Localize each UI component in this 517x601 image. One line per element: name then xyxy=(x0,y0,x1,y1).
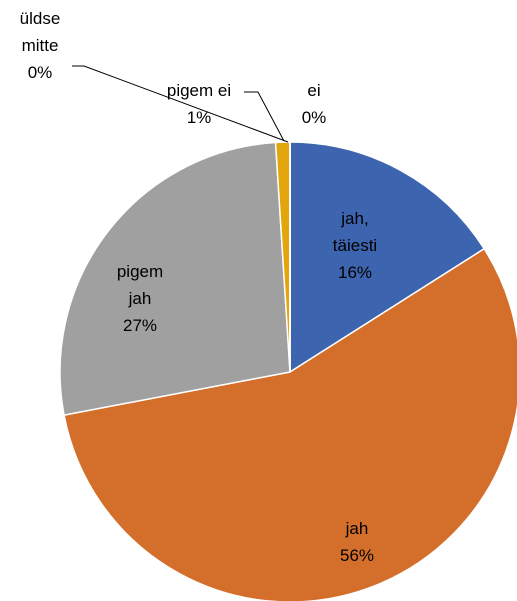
category-name: pigem jah xyxy=(116,262,164,308)
leader-line xyxy=(72,65,289,143)
value-label: 56% xyxy=(339,546,375,565)
pie-slice xyxy=(289,141,486,374)
category-name: üldse mitte xyxy=(19,9,61,55)
pie-slice xyxy=(63,247,517,601)
slice-label: pigem ei 1% xyxy=(154,77,244,131)
leader-line xyxy=(244,91,285,142)
value-label: 0% xyxy=(27,63,53,82)
slice-label: jah, täiesti 16% xyxy=(320,205,390,286)
category-name: pigem ei xyxy=(166,81,232,100)
pie-slice xyxy=(59,141,291,416)
slice-label: üldse mitte 0% xyxy=(10,5,70,86)
value-label: 1% xyxy=(186,108,212,127)
slice-label: ei 0% xyxy=(294,77,334,131)
value-label: 27% xyxy=(122,316,158,335)
category-name: jah xyxy=(345,519,369,538)
value-label: 16% xyxy=(337,263,373,282)
value-label: 0% xyxy=(301,108,327,127)
slice-label: jah 56% xyxy=(322,515,392,569)
category-name: ei xyxy=(307,81,321,100)
category-name: jah, täiesti xyxy=(332,209,378,255)
slice-label: pigem jah 27% xyxy=(105,258,175,339)
